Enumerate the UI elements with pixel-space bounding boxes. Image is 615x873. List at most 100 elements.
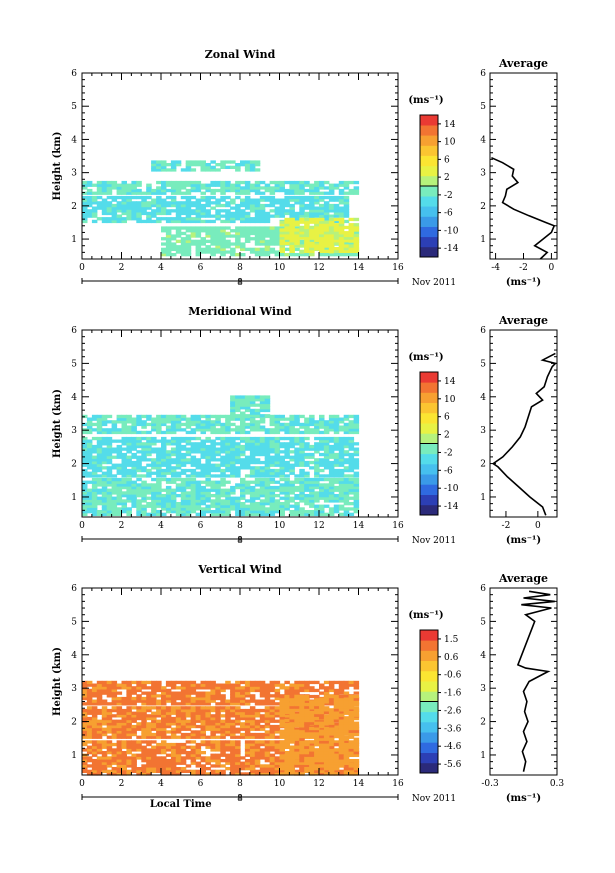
heat-cell — [96, 772, 103, 776]
heat-cell — [309, 231, 315, 235]
heat-cell — [284, 455, 290, 459]
heat-cell — [274, 719, 281, 723]
heat-cell — [96, 203, 103, 208]
heat-cell — [180, 732, 187, 737]
heat-cell — [220, 214, 226, 218]
heat-cell — [249, 165, 256, 169]
heat-cell — [254, 680, 261, 685]
heat-cell — [294, 214, 300, 218]
heat-cell — [230, 214, 236, 218]
heat-cell — [82, 458, 88, 462]
heat-cell — [136, 436, 142, 441]
heat-cell — [333, 507, 340, 511]
heat-cell — [195, 211, 202, 216]
heat-cell — [333, 504, 340, 508]
heat-cell — [274, 471, 281, 475]
heat-cell — [240, 708, 246, 713]
heat-cell — [235, 468, 241, 473]
heat-cell — [185, 203, 192, 208]
heat-cell — [274, 229, 281, 233]
heat-cell — [165, 168, 172, 172]
heat-cell — [180, 253, 187, 257]
heat-cell — [131, 422, 137, 427]
heat-cell — [180, 250, 187, 254]
heat-cell — [205, 203, 211, 208]
heat-cell — [121, 732, 127, 737]
heat-cell — [156, 168, 162, 172]
heat-cell — [175, 247, 182, 251]
colorbar-swatch — [420, 504, 438, 516]
heat-cell — [220, 507, 226, 511]
heat-cell — [116, 430, 123, 435]
heat-cell — [215, 753, 221, 757]
heat-cell — [230, 719, 236, 723]
heat-cell — [146, 764, 152, 768]
heat-cell — [230, 759, 236, 763]
heat-cell — [205, 491, 211, 495]
heat-cell — [309, 477, 315, 482]
heat-cell — [249, 198, 256, 202]
heat-cell — [338, 253, 345, 257]
heat-cell — [136, 727, 142, 731]
heat-cell — [175, 483, 182, 487]
x-tick-label: 2 — [119, 263, 125, 273]
heat-cell — [151, 696, 157, 701]
heat-cell — [165, 253, 172, 257]
colorbar-swatch — [420, 216, 438, 227]
heat-cell — [195, 732, 202, 737]
heat-cell — [269, 480, 276, 484]
heat-cell — [190, 180, 197, 185]
heat-cell — [190, 450, 197, 454]
colorbar-swatch — [420, 392, 438, 403]
heat-cell — [259, 740, 266, 744]
heat-cell — [289, 225, 295, 230]
heat-cell — [254, 742, 261, 747]
heat-cell — [284, 417, 290, 421]
heat-cell — [294, 236, 300, 240]
heat-cell — [235, 231, 241, 236]
heat-cell — [225, 740, 231, 744]
heat-cell — [249, 474, 256, 478]
heat-cell — [146, 444, 152, 449]
heat-cell — [254, 209, 261, 213]
heat-cell — [101, 727, 108, 731]
heat-cell — [215, 761, 221, 765]
heat-cell — [185, 417, 192, 421]
heat-cell — [269, 496, 276, 500]
heat-cell — [180, 471, 187, 475]
heat-cell — [244, 711, 251, 715]
heat-cell — [244, 512, 251, 516]
heat-cell — [259, 214, 266, 218]
heat-cell — [96, 444, 103, 449]
heat-cell — [244, 234, 251, 238]
heat-cell — [235, 165, 241, 169]
heat-cell — [348, 247, 355, 251]
heat-cell — [348, 474, 355, 478]
heat-cell — [161, 708, 167, 713]
heat-cell — [116, 759, 123, 763]
heat-cell — [304, 455, 310, 459]
heat-cell — [205, 742, 211, 747]
heat-cell — [156, 694, 162, 698]
heat-cell — [235, 727, 241, 731]
heat-cell — [235, 471, 241, 475]
heat-cell — [269, 203, 276, 208]
heat-cell — [294, 420, 300, 424]
heat-cell — [333, 183, 340, 187]
heat-cell — [259, 772, 266, 776]
heat-cell — [146, 471, 152, 475]
heat-cell — [151, 767, 157, 771]
heat-cell — [240, 477, 246, 482]
heat-cell — [249, 491, 256, 495]
heat-cell — [106, 201, 113, 205]
heat-cell — [319, 477, 325, 482]
heat-cell — [264, 430, 271, 435]
heat-cell — [106, 761, 113, 765]
heat-cell — [185, 211, 192, 216]
heat-cell — [151, 420, 157, 424]
heat-cell — [151, 756, 157, 760]
heat-cell — [215, 683, 221, 687]
heat-cell — [328, 183, 335, 187]
heat-cell — [170, 460, 177, 465]
heat-cell — [190, 436, 197, 441]
